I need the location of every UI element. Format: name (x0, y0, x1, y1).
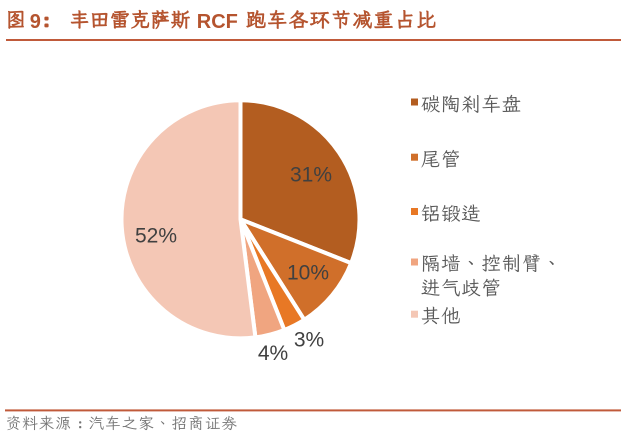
svg-text:9: 9 (30, 11, 41, 33)
svg-text:52%: 52% (135, 225, 177, 248)
svg-text:4%: 4% (258, 342, 288, 365)
svg-text:31%: 31% (290, 164, 332, 187)
svg-text:RCF: RCF (197, 11, 238, 33)
svg-text:10%: 10% (287, 262, 329, 285)
svg-text:3%: 3% (294, 329, 324, 352)
